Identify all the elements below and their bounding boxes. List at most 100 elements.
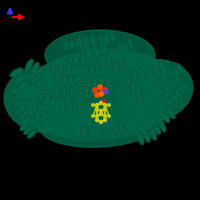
Ellipse shape (67, 56, 73, 69)
Ellipse shape (123, 41, 129, 51)
Circle shape (101, 90, 105, 94)
Ellipse shape (176, 64, 184, 73)
Ellipse shape (144, 130, 150, 142)
Ellipse shape (126, 121, 131, 134)
Circle shape (100, 102, 102, 104)
Ellipse shape (70, 40, 74, 51)
Circle shape (104, 90, 108, 94)
Ellipse shape (36, 79, 43, 88)
Ellipse shape (18, 111, 29, 120)
Ellipse shape (167, 78, 175, 88)
Ellipse shape (96, 87, 100, 97)
Circle shape (108, 115, 110, 117)
Ellipse shape (146, 69, 155, 82)
Ellipse shape (84, 36, 89, 49)
Ellipse shape (10, 68, 23, 77)
Ellipse shape (66, 62, 72, 77)
Ellipse shape (50, 64, 56, 78)
Ellipse shape (168, 71, 176, 79)
Circle shape (108, 104, 110, 106)
Ellipse shape (20, 50, 180, 140)
Ellipse shape (13, 100, 25, 106)
Ellipse shape (85, 87, 89, 97)
Ellipse shape (69, 86, 74, 98)
Ellipse shape (78, 38, 83, 50)
Circle shape (92, 115, 94, 117)
Ellipse shape (160, 122, 166, 132)
Circle shape (100, 120, 102, 123)
Circle shape (96, 104, 98, 106)
Ellipse shape (24, 126, 32, 134)
Ellipse shape (118, 43, 124, 53)
Ellipse shape (167, 108, 175, 118)
Circle shape (100, 110, 102, 112)
Circle shape (104, 118, 106, 121)
Ellipse shape (130, 82, 135, 92)
Ellipse shape (37, 66, 45, 77)
Ellipse shape (90, 64, 95, 77)
Ellipse shape (106, 53, 112, 65)
Ellipse shape (112, 62, 119, 74)
Ellipse shape (152, 65, 161, 78)
Ellipse shape (17, 81, 30, 90)
Circle shape (96, 114, 98, 117)
Ellipse shape (125, 58, 131, 70)
Ellipse shape (21, 116, 32, 125)
Ellipse shape (73, 100, 77, 111)
Ellipse shape (132, 93, 137, 103)
Ellipse shape (93, 44, 100, 58)
Ellipse shape (119, 85, 124, 96)
Ellipse shape (95, 63, 100, 76)
Circle shape (96, 108, 98, 110)
Circle shape (102, 99, 106, 102)
Ellipse shape (112, 51, 118, 63)
Ellipse shape (113, 124, 118, 136)
Ellipse shape (165, 97, 174, 107)
Ellipse shape (84, 65, 89, 77)
Ellipse shape (49, 95, 56, 107)
Ellipse shape (32, 103, 42, 112)
Ellipse shape (99, 76, 104, 89)
Ellipse shape (61, 99, 65, 110)
Ellipse shape (40, 103, 160, 147)
Ellipse shape (181, 82, 189, 90)
Ellipse shape (28, 98, 38, 107)
Ellipse shape (82, 125, 87, 138)
Ellipse shape (161, 101, 170, 111)
Ellipse shape (125, 74, 131, 85)
Circle shape (92, 104, 94, 106)
Ellipse shape (100, 42, 107, 56)
Ellipse shape (154, 124, 160, 134)
Ellipse shape (31, 75, 38, 84)
Ellipse shape (11, 94, 23, 100)
Ellipse shape (35, 110, 41, 122)
Circle shape (103, 88, 107, 92)
Ellipse shape (86, 47, 93, 61)
Ellipse shape (76, 73, 81, 86)
Ellipse shape (45, 30, 155, 80)
Ellipse shape (142, 89, 147, 99)
Ellipse shape (170, 93, 179, 103)
Ellipse shape (23, 93, 34, 102)
Circle shape (100, 112, 102, 116)
Ellipse shape (93, 78, 98, 90)
Ellipse shape (91, 35, 96, 48)
Ellipse shape (117, 60, 193, 120)
Circle shape (99, 92, 103, 96)
Ellipse shape (48, 115, 55, 127)
Ellipse shape (110, 32, 116, 42)
Ellipse shape (137, 91, 142, 101)
Ellipse shape (106, 75, 111, 88)
Ellipse shape (99, 36, 104, 46)
Ellipse shape (41, 113, 48, 125)
Ellipse shape (44, 93, 51, 105)
Ellipse shape (14, 106, 25, 115)
Ellipse shape (137, 132, 144, 144)
Circle shape (96, 118, 98, 121)
Ellipse shape (26, 59, 33, 71)
Ellipse shape (159, 62, 168, 75)
Ellipse shape (76, 39, 80, 50)
Ellipse shape (55, 86, 59, 98)
Ellipse shape (105, 130, 109, 141)
Ellipse shape (76, 125, 81, 137)
